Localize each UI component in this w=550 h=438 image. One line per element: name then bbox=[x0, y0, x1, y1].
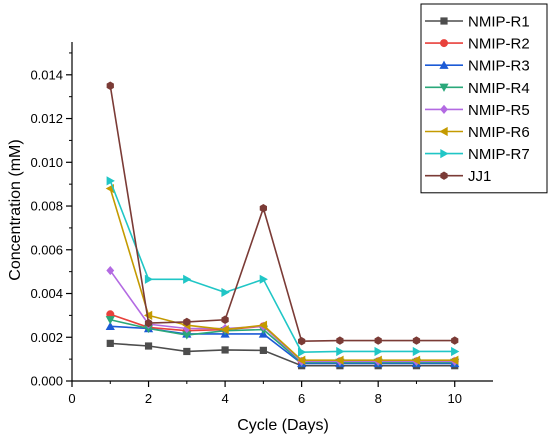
y-tick-label: 0.002 bbox=[30, 330, 63, 345]
series-line bbox=[110, 318, 455, 364]
x-tick-label: 6 bbox=[298, 391, 305, 406]
series-line bbox=[109, 85, 455, 343]
marker-hexagon bbox=[412, 336, 421, 345]
legend-label: NMIP-R7 bbox=[468, 146, 530, 163]
marker-triangle-down bbox=[182, 331, 192, 340]
y-tick-label: 0.006 bbox=[30, 242, 63, 257]
marker-triangle-down bbox=[439, 83, 449, 92]
marker-square bbox=[440, 17, 448, 25]
legend-box bbox=[420, 3, 548, 194]
marker-triangle-right bbox=[221, 287, 230, 298]
y-axis-title: Concentration (mM) bbox=[7, 139, 24, 280]
series-line bbox=[109, 188, 455, 362]
marker-hexagon bbox=[440, 171, 448, 180]
marker-triangle-right bbox=[106, 176, 115, 186]
legend-label: JJ1 bbox=[468, 168, 491, 185]
marker-triangle-right bbox=[144, 274, 154, 284]
marker-hexagon bbox=[298, 336, 306, 346]
marker-triangle-left bbox=[439, 126, 448, 137]
marker-triangle-right bbox=[336, 346, 345, 357]
legend-label: NMIP-R4 bbox=[468, 80, 530, 97]
marker-triangle-left bbox=[297, 355, 306, 365]
y-tick-label: 0.012 bbox=[30, 111, 63, 126]
series-nmip-r4 bbox=[105, 316, 460, 368]
series-line bbox=[109, 180, 455, 353]
x-tick-label: 0 bbox=[68, 391, 75, 406]
marker-triangle-left bbox=[373, 355, 382, 365]
x-tick-label: 4 bbox=[221, 391, 228, 406]
x-axis-title: Cycle (Days) bbox=[237, 417, 329, 434]
marker-triangle-down bbox=[105, 316, 115, 325]
marker-circle bbox=[440, 39, 448, 48]
marker-hexagon bbox=[336, 336, 344, 345]
marker-triangle-right bbox=[412, 346, 422, 357]
series-nmip-r7 bbox=[106, 176, 460, 357]
marker-hexagon bbox=[451, 336, 459, 345]
x-tick-label: 10 bbox=[447, 391, 461, 406]
marker-diamond bbox=[440, 104, 448, 114]
legend-label: NMIP-R1 bbox=[468, 14, 530, 31]
x-tick-label: 2 bbox=[145, 391, 152, 406]
y-tick-label: 0.004 bbox=[30, 286, 63, 301]
marker-triangle-left bbox=[258, 320, 268, 330]
marker-square bbox=[106, 339, 114, 347]
marker-diamond bbox=[106, 265, 115, 276]
marker-triangle-up bbox=[439, 60, 449, 69]
marker-triangle-right bbox=[297, 347, 307, 357]
marker-square bbox=[259, 346, 267, 354]
marker-triangle-right bbox=[451, 346, 460, 357]
marker-hexagon bbox=[221, 315, 229, 324]
y-tick-label: 0.014 bbox=[30, 67, 63, 82]
marker-hexagon bbox=[144, 318, 153, 328]
legend-item: NMIP-R3 bbox=[425, 58, 530, 75]
marker-diamond bbox=[182, 323, 191, 334]
marker-triangle-left bbox=[335, 355, 344, 365]
series-line bbox=[110, 313, 455, 363]
marker-triangle-right bbox=[259, 274, 268, 284]
marker-triangle-right bbox=[374, 346, 383, 357]
legend-item: NMIP-R6 bbox=[425, 124, 530, 141]
marker-triangle-right bbox=[183, 274, 192, 284]
series-line bbox=[109, 270, 455, 363]
marker-hexagon bbox=[259, 204, 267, 213]
marker-hexagon bbox=[374, 336, 382, 345]
legend-item: NMIP-R7 bbox=[425, 146, 530, 163]
legend-item: NMIP-R4 bbox=[425, 80, 530, 97]
marker-triangle-right bbox=[440, 149, 449, 159]
series-layer bbox=[105, 81, 460, 370]
marker-triangle-left bbox=[220, 325, 229, 335]
series-line bbox=[110, 342, 455, 367]
legend-label: NMIP-R5 bbox=[468, 102, 530, 119]
marker-triangle-down bbox=[143, 324, 154, 334]
legend-label: NMIP-R6 bbox=[468, 124, 530, 141]
marker-triangle-left bbox=[450, 355, 459, 365]
legend: NMIP-R1 NMIP-R2 NMIP-R3 NMIP-R4 NMIP-R5 NMIP-… bbox=[420, 3, 548, 194]
marker-square bbox=[221, 346, 229, 354]
marker-hexagon bbox=[106, 81, 114, 90]
legend-item: NMIP-R5 bbox=[425, 102, 530, 119]
x-tick-label: 8 bbox=[375, 391, 382, 406]
marker-square bbox=[183, 347, 191, 356]
series-jj1 bbox=[106, 81, 459, 346]
marker-hexagon bbox=[183, 317, 191, 327]
y-tick-label: 0.010 bbox=[30, 155, 63, 170]
marker-square bbox=[144, 342, 153, 350]
marker-triangle-up bbox=[105, 321, 115, 330]
y-tick-label: 0.008 bbox=[30, 199, 63, 214]
legend-label: NMIP-R3 bbox=[468, 58, 530, 75]
marker-triangle-left bbox=[411, 355, 421, 365]
y-tick-label: 0.000 bbox=[30, 374, 63, 389]
legend-item: JJ1 bbox=[425, 168, 491, 185]
legend-item: NMIP-R1 bbox=[425, 14, 530, 31]
legend-item: NMIP-R2 bbox=[425, 36, 530, 53]
axes: 0 2 4 6 8 10 0.000 0.002 0.004 0.006 0.008 0.010 0.0… bbox=[30, 42, 493, 406]
legend-label: NMIP-R2 bbox=[468, 36, 530, 53]
